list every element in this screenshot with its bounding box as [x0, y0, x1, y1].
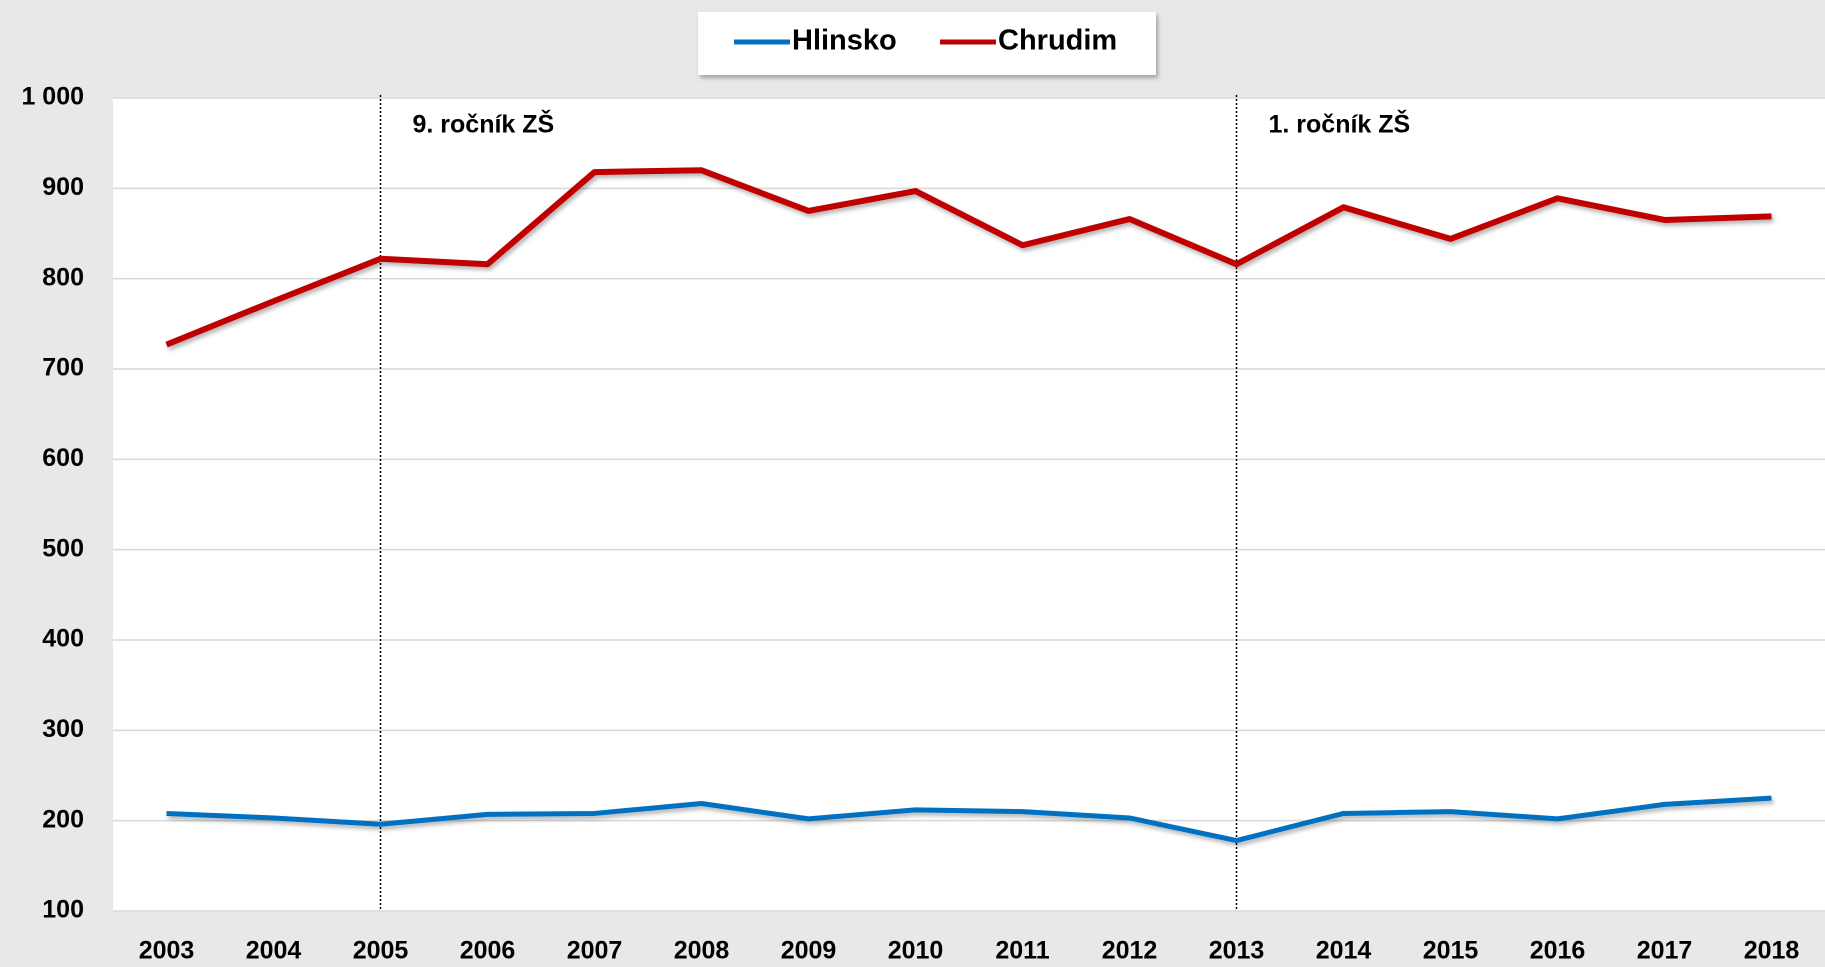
x-tick-label: 2009	[781, 937, 837, 965]
x-tick-label: 2016	[1530, 937, 1586, 965]
x-tick-label: 2014	[1316, 937, 1372, 965]
legend-label: Chrudim	[998, 25, 1117, 57]
x-tick-label: 2003	[139, 937, 195, 965]
y-tick-label: 1 000	[21, 83, 84, 111]
x-tick-label: 2010	[888, 937, 944, 965]
x-tick-label: 2015	[1423, 937, 1479, 965]
legend-label: Hlinsko	[792, 25, 897, 57]
series-line	[165, 167, 1772, 348]
x-tick-label: 2008	[674, 937, 730, 965]
x-tick-label: 2005	[353, 937, 409, 965]
y-tick-label: 300	[42, 715, 84, 743]
y-tick-label: 800	[42, 263, 84, 291]
x-tick-label: 2013	[1209, 937, 1265, 965]
x-tick-label: 2017	[1637, 937, 1693, 965]
y-tick-label: 100	[42, 896, 84, 924]
y-tick-label: 400	[42, 625, 84, 653]
annotation-text: 1. ročník ZŠ	[1269, 109, 1411, 139]
y-tick-label: 200	[42, 805, 84, 833]
x-tick-label: 2012	[1102, 937, 1158, 965]
y-tick-label: 700	[42, 354, 84, 382]
x-tick-label: 2004	[246, 937, 302, 965]
annotation-text: 9. ročník ZŠ	[413, 109, 555, 139]
x-tick-label: 2018	[1744, 937, 1800, 965]
plot-area	[113, 98, 1825, 911]
y-tick-label: 600	[42, 444, 84, 472]
x-tick-label: 2011	[995, 937, 1049, 965]
y-tick-label: 900	[42, 173, 84, 201]
y-tick-label: 500	[42, 534, 84, 562]
x-tick-label: 2007	[567, 937, 623, 965]
legend: Hlinsko Chrudim	[698, 12, 1156, 75]
series-line	[166, 795, 1772, 844]
x-tick-label: 2006	[460, 937, 516, 965]
